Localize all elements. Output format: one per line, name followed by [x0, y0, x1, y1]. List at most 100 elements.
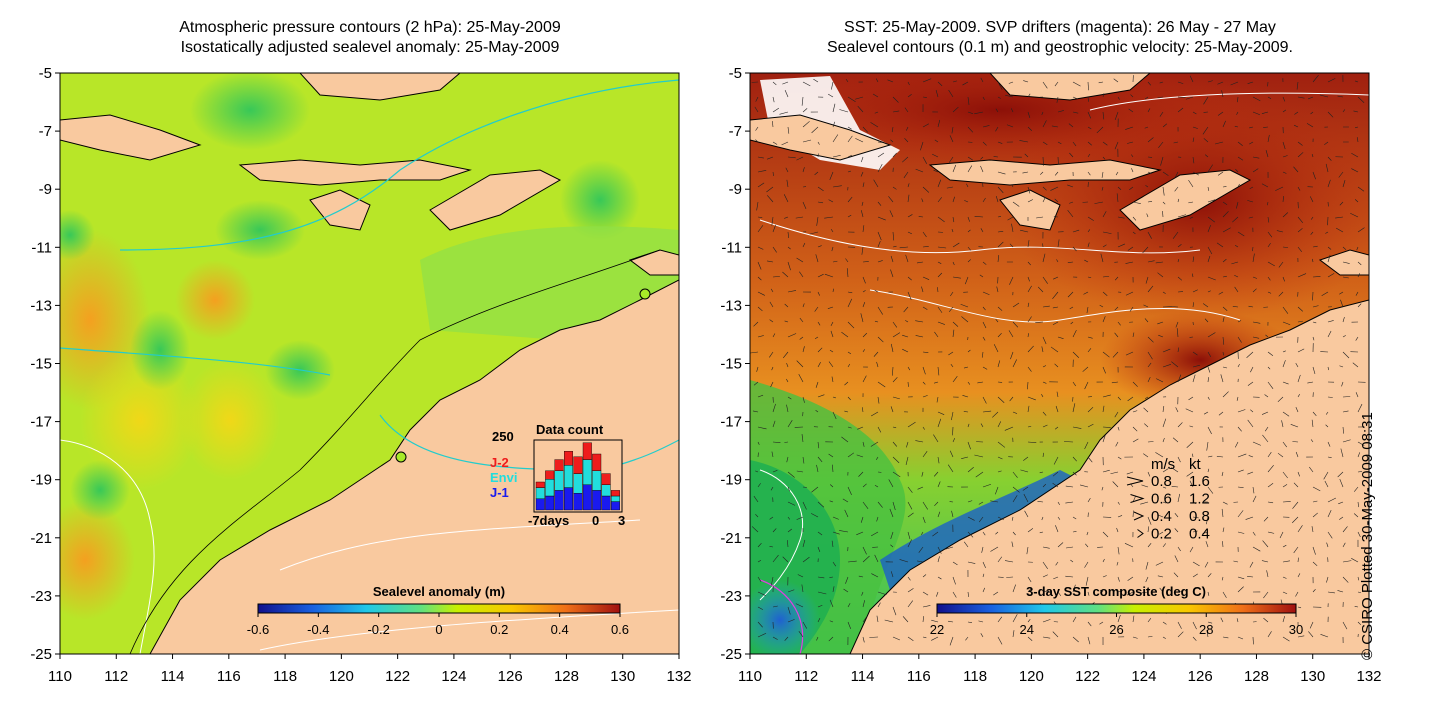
velocity-arrow — [1065, 485, 1074, 488]
velocity-arrow — [862, 332, 868, 338]
velocity-arrow — [1132, 438, 1139, 443]
velocity-arrow — [1054, 171, 1059, 176]
velocity-arrow — [997, 231, 1004, 233]
velocity-arrow — [1250, 366, 1254, 373]
velocity-arrow — [877, 591, 887, 596]
velocity-arrow — [1350, 212, 1359, 218]
velocity-arrow — [1357, 273, 1360, 278]
velocity-arrow — [1234, 125, 1239, 128]
velocity-arrow — [1354, 199, 1359, 203]
velocity-arrow — [1267, 631, 1272, 638]
velocity-arrow — [1192, 126, 1198, 129]
velocity-arrow — [799, 271, 804, 278]
velocity-arrow — [1312, 500, 1318, 503]
velocity-arrow — [1282, 171, 1287, 174]
velocity-arrow — [816, 216, 819, 226]
velocity-arrow — [1010, 351, 1014, 360]
velocity-arrow — [845, 258, 849, 263]
velocity-arrow — [1222, 336, 1225, 345]
inset-bar-segment-j2 — [535, 481, 545, 488]
velocity-arrow — [1177, 107, 1184, 113]
velocity-arrow — [922, 591, 929, 596]
velocity-arrow — [967, 96, 970, 105]
velocity-arrow — [967, 423, 970, 428]
velocity-arrow — [870, 441, 879, 447]
velocity-arrow — [817, 141, 820, 145]
velocity-arrow — [854, 96, 864, 100]
velocity-arrow — [1276, 230, 1284, 233]
velocity-arrow — [918, 546, 924, 553]
velocity-arrow — [937, 556, 940, 563]
velocity-arrow — [1162, 348, 1171, 353]
velocity-arrow — [1117, 216, 1125, 219]
velocity-arrow — [755, 513, 759, 518]
velocity-arrow — [1147, 260, 1155, 263]
velocity-arrow — [1327, 179, 1331, 188]
velocity-arrow — [952, 561, 958, 566]
velocity-arrow — [1249, 561, 1254, 568]
velocity-arrow — [995, 318, 999, 323]
velocity-arrow — [1252, 253, 1255, 263]
inset-legend-envi: Envi — [490, 470, 517, 485]
velocity-arrow — [967, 381, 971, 385]
velocity-arrow — [1357, 303, 1362, 308]
y-tick-label: -23 — [720, 588, 742, 605]
velocity-arrow — [964, 200, 969, 203]
velocity-arrow — [1102, 111, 1105, 120]
velocity-arrow — [1177, 258, 1180, 263]
velocity-arrow — [1131, 168, 1134, 173]
velocity-arrow — [772, 171, 774, 177]
velocity-arrow — [750, 351, 759, 354]
velocity-arrow — [934, 139, 939, 143]
velocity-arrow — [828, 636, 834, 642]
velocity-arrow — [915, 440, 924, 443]
velocity-arrow — [827, 306, 834, 309]
velocity-arrow — [772, 528, 777, 533]
inset-bar-segment-j1 — [564, 487, 574, 511]
x-tick-label: 126 — [498, 668, 523, 685]
velocity-arrow — [757, 560, 762, 563]
velocity-arrow — [1162, 418, 1167, 428]
velocity-arrow — [847, 452, 855, 458]
velocity-arrow — [922, 574, 927, 578]
velocity-arrow — [1127, 396, 1134, 402]
velocity-arrow — [1336, 227, 1344, 233]
velocity-arrow — [1158, 514, 1164, 518]
velocity-arrow — [1237, 96, 1239, 103]
velocity-arrow — [937, 179, 942, 188]
velocity-arrow — [817, 394, 825, 398]
velocity-arrow — [1325, 424, 1329, 428]
velocity-arrow — [892, 321, 898, 328]
y-tick-label: -17 — [30, 414, 52, 431]
velocity-arrow — [1267, 134, 1270, 143]
velocity-arrow — [1297, 141, 1303, 146]
velocity-arrow — [1237, 156, 1244, 161]
velocity-arrow — [802, 556, 810, 563]
velocity-arrow — [1357, 403, 1363, 413]
velocity-arrow — [784, 90, 789, 98]
velocity-arrow — [997, 186, 1004, 194]
velocity-arrow — [1308, 96, 1314, 100]
velocity-arrow — [856, 531, 864, 536]
velocity-arrow — [1327, 531, 1333, 539]
velocity-arrow — [1246, 351, 1254, 358]
velocity-arrow — [1252, 156, 1260, 159]
velocity-arrow — [905, 254, 909, 263]
velocity-arrow — [997, 241, 1004, 248]
velocity-arrow — [753, 381, 759, 386]
velocity-arrow — [874, 320, 879, 323]
velocity-arrow — [1102, 531, 1109, 538]
velocity-arrow — [817, 618, 821, 623]
velocity-arrow — [1072, 141, 1077, 147]
velocity-arrow — [1282, 576, 1287, 579]
velocity-arrow — [1084, 441, 1089, 450]
velocity-arrow — [1117, 501, 1120, 505]
inset-legend-j1: J-1 — [490, 485, 509, 500]
velocity-arrow — [945, 546, 954, 550]
velocity-arrow — [1248, 305, 1254, 308]
velocity-arrow — [952, 196, 955, 203]
velocity-arrow — [801, 96, 804, 106]
velocity-arrow — [1357, 531, 1361, 538]
velocity-arrow — [1055, 525, 1059, 533]
velocity-arrow — [1234, 441, 1239, 448]
